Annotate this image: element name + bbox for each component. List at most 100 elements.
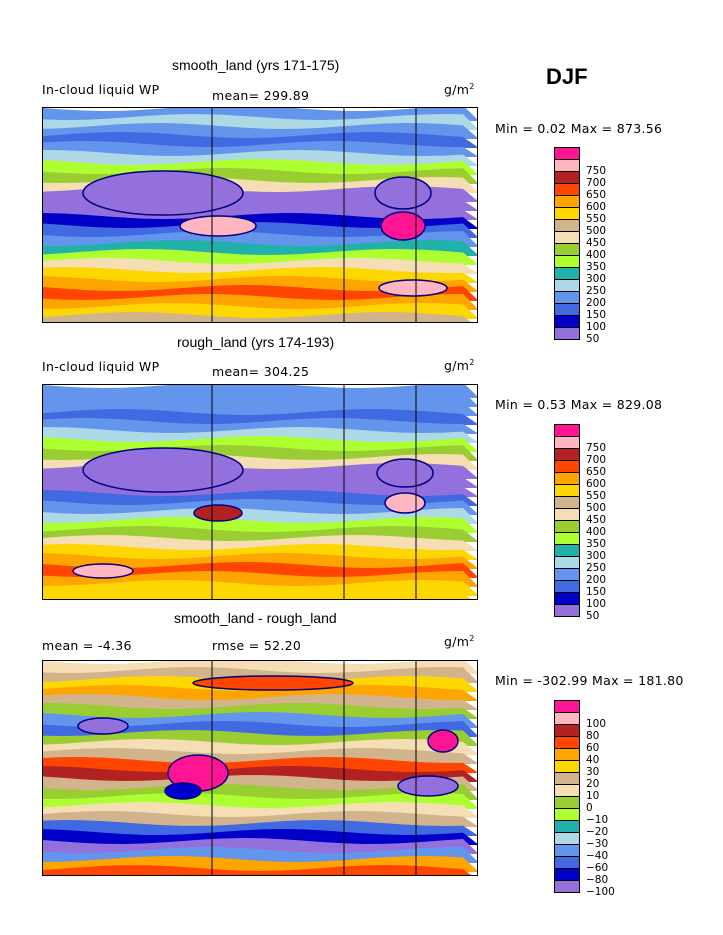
colorbar-tick-label: 250 [586, 562, 607, 574]
colorbar-tick-label: 80 [586, 730, 600, 742]
colorbar-tick-label: 50 [586, 333, 600, 345]
contour-band [43, 150, 477, 166]
colorbar-swatch [554, 808, 580, 821]
panel-1-mean-label: mean= 299.89 [212, 88, 310, 103]
colorbar-swatch [554, 748, 580, 761]
colorbar-swatch [554, 544, 580, 557]
colorbar-swatch [554, 508, 580, 521]
colorbar-swatch [554, 796, 580, 809]
colorbar-swatch [554, 520, 580, 533]
contour-band [43, 427, 477, 443]
contour-band [43, 276, 477, 292]
colorbar-tick-label: 300 [586, 550, 607, 562]
contour-cell [193, 504, 243, 522]
panel-1-title: smooth_land (yrs 171-175) [172, 57, 340, 73]
contour-band [43, 757, 477, 773]
colorbar-tick-label: 0 [586, 802, 593, 814]
contour-band [43, 820, 477, 836]
contour-cell [378, 279, 448, 297]
panel-3-mean-label: mean = -4.36 [42, 638, 132, 653]
season-label: DJF [546, 64, 588, 89]
colorbar-tick-label: 300 [586, 273, 607, 285]
colorbar-tick-label: 250 [586, 285, 607, 297]
contour-band [43, 267, 477, 283]
colorbar-swatch [554, 700, 580, 713]
contour-cell [77, 717, 129, 735]
panel-1-minmax: Min = 0.02 Max = 873.56 [495, 121, 663, 136]
colorbar-tick-label: 350 [586, 261, 607, 273]
contour-map [43, 661, 477, 875]
colorbar-swatch [554, 207, 580, 220]
colorbar-swatch [554, 279, 580, 292]
colorbar-swatch [554, 231, 580, 244]
colorbar-swatch [554, 327, 580, 340]
contour-cell [192, 675, 354, 691]
panel-3-rmse-label: rmse = 52.20 [212, 638, 302, 653]
colorbar-swatch [554, 159, 580, 172]
contour-cell [82, 447, 244, 493]
colorbar-tick-label: 10 [586, 790, 600, 802]
colorbar-swatch [554, 291, 580, 304]
contour-band [43, 222, 477, 238]
colorbar-tick-label: 40 [586, 754, 600, 766]
colorbar-tick-label: 600 [586, 478, 607, 490]
colorbar-swatch [554, 195, 580, 208]
colorbar-swatch [554, 267, 580, 280]
contour-cell [397, 775, 459, 797]
contour-band [43, 553, 477, 569]
colorbar-tick-label: 650 [586, 189, 607, 201]
colorbar-swatch [554, 868, 580, 881]
panel-3-minmax: Min = -302.99 Max = 181.80 [495, 673, 684, 688]
contour-cell [82, 170, 244, 216]
colorbar-tick-label: 200 [586, 297, 607, 309]
colorbar-swatch [554, 724, 580, 737]
colorbar-tick-label: −80 [586, 874, 609, 886]
contour-cell [374, 176, 432, 210]
contour-cell [164, 782, 202, 800]
colorbar-tick-label: 150 [586, 309, 607, 321]
colorbar-swatch [554, 820, 580, 833]
contour-band [43, 312, 471, 322]
contour-band [43, 712, 477, 728]
panel-3-map [42, 660, 478, 876]
colorbar-swatch [554, 832, 580, 845]
contour-band [43, 213, 477, 229]
colorbar-tick-label: 200 [586, 574, 607, 586]
panel-1-variable-label: In-cloud liquid WP [42, 82, 160, 97]
contour-cell [380, 211, 426, 241]
colorbar-tick-label: 350 [586, 538, 607, 550]
colorbar-tick-label: −30 [586, 838, 609, 850]
contour-band [43, 499, 477, 515]
colorbar-tick-label: 650 [586, 466, 607, 478]
colorbar-tick-label: −40 [586, 850, 609, 862]
colorbar-swatch [554, 472, 580, 485]
colorbar-swatch [554, 147, 580, 160]
colorbar-swatch [554, 448, 580, 461]
contour-band [43, 766, 477, 782]
panel-2-units: g/m2 [444, 358, 475, 374]
colorbar-tick-label: 750 [586, 442, 607, 454]
colorbar-tick-label: 450 [586, 514, 607, 526]
colorbar-swatch [554, 760, 580, 773]
colorbar-tick-label: 700 [586, 454, 607, 466]
colorbar-swatch [554, 880, 580, 893]
panel-2-mean-label: mean= 304.25 [212, 364, 310, 379]
contour-band [43, 865, 471, 875]
colorbar-tick-label: 100 [586, 321, 607, 333]
colorbar-tick-label: 400 [586, 249, 607, 261]
colorbar-swatch [554, 484, 580, 497]
colorbar-swatch [554, 736, 580, 749]
contour-band [43, 775, 477, 791]
colorbar-swatch [554, 460, 580, 473]
colorbar-swatch [554, 568, 580, 581]
panel-2-map [42, 384, 478, 600]
contour-cell [72, 563, 134, 579]
colorbar-tick-label: 700 [586, 177, 607, 189]
colorbar-swatch [554, 243, 580, 256]
contour-cell [384, 492, 426, 514]
colorbar-tick-label: 500 [586, 502, 607, 514]
colorbar-swatch [554, 171, 580, 184]
panel-2-minmax: Min = 0.53 Max = 829.08 [495, 397, 663, 412]
contour-map [43, 385, 477, 599]
colorbar-tick-label: 100 [586, 718, 607, 730]
